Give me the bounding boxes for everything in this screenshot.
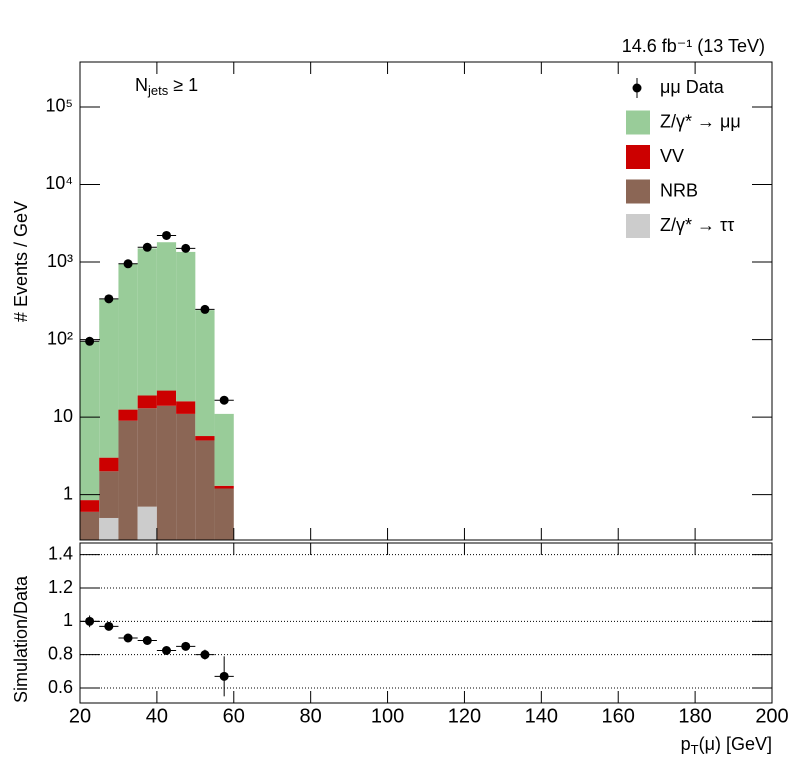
y-tick-label: 0.8 <box>48 643 73 663</box>
lumi-label: 14.6 fb⁻¹ (13 TeV) <box>622 36 765 56</box>
annotation-main: N <box>135 75 148 95</box>
data-point <box>162 230 171 240</box>
ratio-point <box>181 641 191 651</box>
stack-segment <box>214 413 234 486</box>
x-label-main: p <box>681 734 691 754</box>
stack-segment <box>156 242 177 391</box>
stack-segment <box>137 395 157 409</box>
data-point <box>200 304 210 314</box>
legend-label: Z/γ* → μμ <box>660 111 741 131</box>
ratio-point <box>142 636 152 645</box>
x-label-rest: (μ) [GeV] <box>699 734 772 754</box>
stack-segment <box>80 341 100 501</box>
stack-segment <box>80 500 100 512</box>
ratio-point <box>162 646 171 655</box>
legend-label: VV <box>660 146 684 166</box>
annotation-sub: jets <box>147 83 169 98</box>
ratio-point <box>200 650 210 660</box>
stack-segment <box>156 405 177 540</box>
stack-segment <box>99 457 119 472</box>
stack <box>80 242 234 540</box>
x-axis-label: pT(μ) [GeV] <box>681 734 772 758</box>
stack-segment <box>99 299 119 458</box>
x-tick-label: 120 <box>448 705 481 727</box>
stack-segment <box>137 408 157 507</box>
x-tick-label: 20 <box>69 705 91 727</box>
y-tick-label: 10⁵ <box>46 96 73 116</box>
stack-segment <box>99 517 119 540</box>
x-tick-label: 80 <box>300 705 322 727</box>
x-tick-label: 100 <box>371 705 404 727</box>
legend-label: μμ Data <box>660 77 725 97</box>
data-point <box>123 259 133 269</box>
legend-swatch <box>626 179 650 204</box>
stack-segment <box>80 511 100 540</box>
stack-segment <box>195 310 215 437</box>
x-tick-label: 60 <box>223 705 245 727</box>
stack-segment <box>118 409 138 421</box>
stack-segment <box>214 485 234 489</box>
legend-label: Z/γ* → ττ <box>660 215 734 235</box>
frame <box>79 542 773 704</box>
y-tick-label: 1.4 <box>48 543 73 563</box>
stack-segment <box>214 488 234 540</box>
y-tick-label: 10 <box>53 406 73 426</box>
y-tick-label: 10² <box>47 328 73 348</box>
annotation-rest: ≥ 1 <box>173 75 198 95</box>
ratio-point <box>219 671 229 681</box>
data-point <box>85 336 95 346</box>
data-point <box>142 242 152 252</box>
x-tick-label: 180 <box>678 705 711 727</box>
y-tick-label: 10⁴ <box>45 173 73 193</box>
stack-segment <box>195 436 215 441</box>
ratio-point <box>104 621 114 631</box>
stack-segment <box>137 506 157 540</box>
y-tick-label: 0.6 <box>48 677 73 697</box>
y-tick-label: 1 <box>63 483 73 503</box>
y-tick-label: 10³ <box>47 251 73 271</box>
stack-segment <box>118 263 138 410</box>
x-tick-label: 160 <box>602 705 635 727</box>
legend-label: NRB <box>660 180 698 200</box>
stack-segment <box>156 390 177 406</box>
legend-marker <box>632 83 642 93</box>
legend-swatch <box>626 145 650 169</box>
y-tick-label: 1 <box>63 610 73 630</box>
ratio-y-axis-label: Simulation/Data <box>11 575 31 703</box>
data-point <box>219 395 229 405</box>
ratio-point <box>85 616 95 626</box>
y-tick-label: 1.2 <box>48 577 73 597</box>
x-label-sub: T <box>691 742 699 757</box>
x-tick-label: 200 <box>755 705 788 727</box>
x-tick-label: 140 <box>525 705 558 727</box>
stack-segment <box>118 420 138 540</box>
stack-segment <box>137 248 157 396</box>
stack-segment <box>176 401 196 414</box>
stack-segment <box>176 413 196 540</box>
stack-segment <box>176 251 196 402</box>
legend-swatch <box>626 110 650 135</box>
stack-segment <box>99 471 119 518</box>
y-axis-label: # Events / GeV <box>11 201 31 322</box>
legend-swatch <box>626 214 650 238</box>
x-tick-label: 40 <box>146 705 168 727</box>
frame <box>79 61 773 541</box>
annotation: Njets ≥ 1 <box>135 75 198 99</box>
stack-segment <box>195 440 215 540</box>
ratio-point <box>123 633 133 643</box>
data-point <box>181 243 191 253</box>
data-point <box>104 294 114 304</box>
ratio-points <box>80 615 234 697</box>
